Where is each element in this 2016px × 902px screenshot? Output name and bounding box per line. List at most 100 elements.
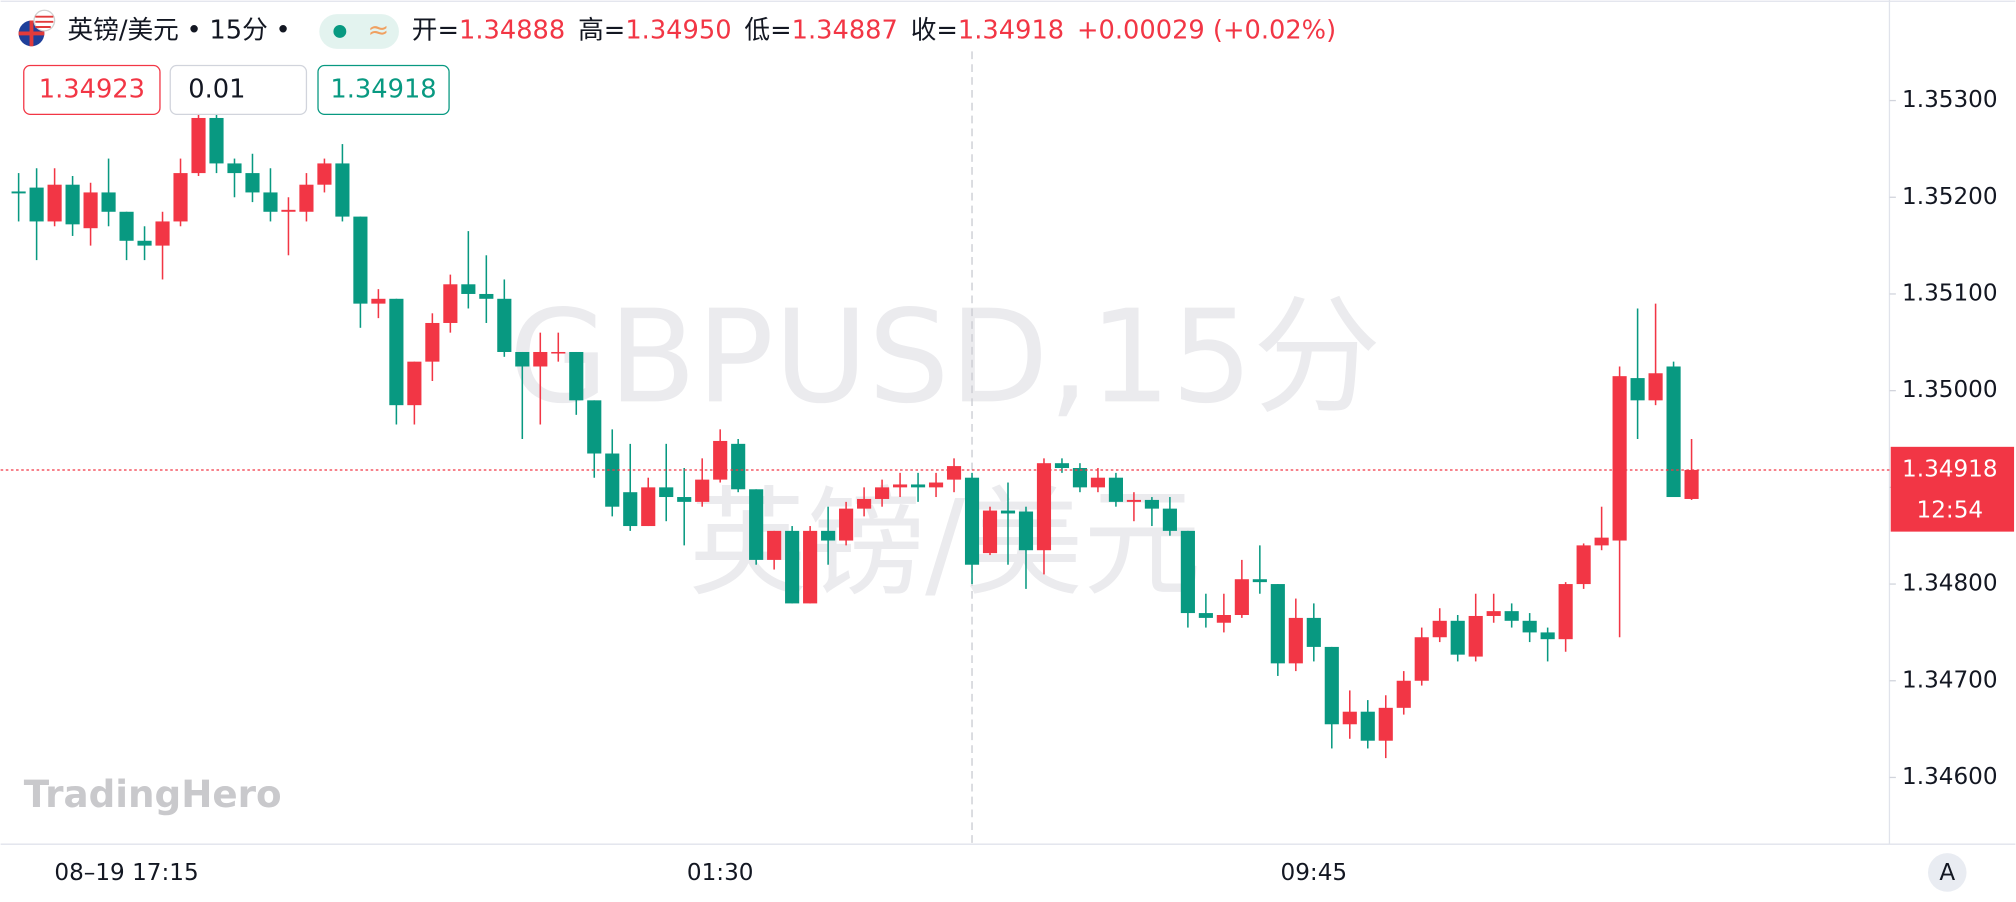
y-tick-label: 1.34800: [1902, 571, 1998, 597]
axis-mode-button[interactable]: [1927, 853, 1967, 892]
y-tick-label: 1.35000: [1902, 377, 1998, 403]
candle-body: [119, 211, 134, 241]
candle-body: [1000, 510, 1016, 514]
candle-body: [659, 487, 674, 498]
quantity-input[interactable]: [169, 64, 308, 115]
buy-price: 1.34918: [330, 74, 436, 104]
candle-body: [803, 530, 818, 604]
candle-body: [137, 240, 152, 246]
candle-body: [677, 497, 692, 502]
watermark-text: GBPUSD,15分: [509, 283, 1382, 432]
candle-body: [1198, 613, 1213, 618]
sell-button[interactable]: [23, 64, 161, 115]
high-label: 高=: [578, 15, 625, 45]
candle-body: [29, 187, 44, 222]
candle-body: [1342, 711, 1357, 725]
candle-body: [479, 293, 494, 299]
quantity-value: 0.01: [188, 74, 245, 104]
high-value: 1.34950: [625, 15, 731, 45]
symbol-flag: [18, 9, 56, 47]
candle-body: [461, 284, 476, 294]
open-label: 开=: [412, 15, 459, 45]
candle-body: [1162, 508, 1177, 531]
candle-body: [353, 216, 368, 304]
candle-body: [209, 117, 224, 164]
candle-body: [785, 530, 800, 604]
open-value: 1.34888: [459, 15, 565, 45]
candle-body: [713, 440, 728, 480]
x-tick-label: 09:45: [1281, 860, 1348, 886]
candle-body: [335, 163, 350, 217]
candle-body: [839, 508, 854, 541]
toggle-icon: ≈: [368, 15, 390, 45]
candle-body: [605, 453, 620, 507]
candle-body: [1522, 620, 1537, 633]
close-label: 收=: [911, 15, 958, 45]
close-value: 1.34918: [958, 15, 1064, 45]
candle-body: [1666, 366, 1681, 498]
header-symbol: 英镑/美元 • 15分 •: [67, 15, 290, 45]
y-tick-label: 1.35200: [1902, 184, 1998, 210]
candle-body: [587, 400, 602, 454]
candle-body: [695, 479, 710, 502]
candle-body: [1252, 579, 1267, 583]
candle-body: [857, 498, 872, 509]
symbol-name: 英镑/美元: [67, 15, 178, 45]
candle-body: [263, 192, 278, 212]
candle-body: [173, 173, 188, 222]
y-tick-label: 1.35100: [1902, 280, 1998, 306]
current-price-tag: [1890, 446, 2015, 532]
x-tick-label: 01:30: [687, 860, 754, 886]
separator: •: [276, 15, 291, 45]
buy-button[interactable]: [317, 64, 450, 115]
candle-body: [821, 530, 836, 541]
sell-price: 1.34923: [39, 74, 145, 104]
candle-body: [47, 184, 62, 222]
candle-body: [1018, 511, 1034, 551]
candle-body: [515, 351, 530, 367]
status-dot: [333, 25, 347, 38]
candle-body: [1558, 584, 1573, 640]
candle-body: [1090, 477, 1106, 488]
candle-body: [11, 191, 26, 194]
interval: 15分: [209, 15, 267, 45]
header-ohlc: 开= 1.34888 高= 1.34950 低= 1.34887 收= 1.34…: [412, 15, 1336, 45]
x-tick-label: 08–19 17:15: [54, 860, 198, 886]
candle-body: [1126, 499, 1141, 502]
change-value: +0.00029 (+0.02%): [1077, 15, 1336, 45]
candle-body: [1144, 499, 1159, 509]
candle-body: [1648, 373, 1663, 401]
candle-body: [1306, 617, 1321, 647]
candle-body: [1432, 620, 1447, 638]
candle-body: [65, 184, 80, 225]
candle-body: [1612, 376, 1627, 541]
candle-body: [389, 298, 404, 406]
candle-body: [1360, 711, 1375, 741]
candle-body: [1216, 615, 1231, 623]
candle-body: [569, 351, 584, 401]
candle-body: [533, 351, 548, 367]
candle-body: [1414, 637, 1429, 681]
candle-body: [497, 298, 512, 352]
candle-body: [1108, 477, 1123, 502]
candle-body: [623, 492, 638, 527]
candle-body: [1054, 463, 1070, 469]
logo: TradingHero: [24, 772, 282, 816]
candle-body: [83, 192, 98, 229]
candle-body: [227, 163, 242, 174]
candle-body: [1324, 646, 1339, 725]
candle-body: [443, 284, 458, 323]
candle-body: [1504, 611, 1519, 621]
candle-body: [875, 487, 890, 499]
candle-body: [1072, 468, 1088, 488]
candle-body: [1036, 463, 1052, 551]
candle-body: [425, 322, 440, 362]
toggle-pill[interactable]: [319, 14, 399, 49]
candle-body: [910, 484, 926, 488]
candle-body: [731, 443, 746, 490]
candle-body: [1594, 537, 1609, 546]
candle-body: [1396, 680, 1411, 708]
candle-body: [101, 192, 116, 212]
countdown-label: 12:54: [1917, 498, 1984, 524]
